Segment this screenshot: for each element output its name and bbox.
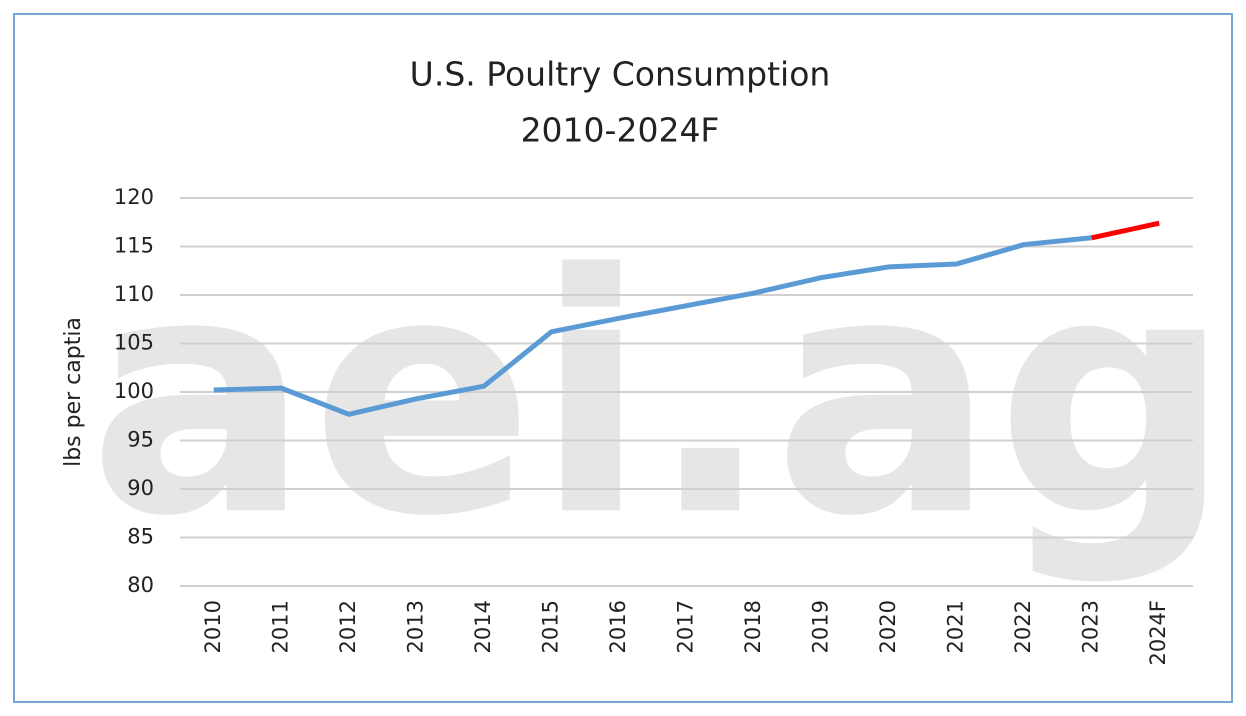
y-tick-label: 85 xyxy=(127,525,154,549)
x-tick-label: 2018 xyxy=(741,600,765,653)
y-axis-label: lbs per captia xyxy=(61,317,86,467)
y-tick-label: 90 xyxy=(127,476,154,500)
x-tick-label: 2019 xyxy=(809,600,833,653)
y-tick-label: 105 xyxy=(114,331,154,355)
x-tick-label: 2015 xyxy=(538,600,562,653)
y-tick-label: 95 xyxy=(127,428,154,452)
y-tick-label: 120 xyxy=(114,185,154,209)
series-line xyxy=(213,235,1092,417)
x-tick-label: 2024F xyxy=(1146,600,1170,666)
x-tick-label: 2020 xyxy=(876,600,900,653)
watermark: aei.ag xyxy=(88,204,1232,588)
series-line xyxy=(1091,220,1160,241)
x-tick-label: 2010 xyxy=(201,600,225,653)
x-tick-label: 2014 xyxy=(471,600,495,653)
y-tick-label: 115 xyxy=(114,234,154,258)
x-tick-label: 2012 xyxy=(336,600,360,653)
x-tick-label: 2021 xyxy=(944,600,968,653)
x-tick-label: 2017 xyxy=(674,600,698,653)
y-tick-label: 110 xyxy=(114,282,154,306)
chart-frame xyxy=(13,13,1233,703)
y-tick-label: 100 xyxy=(114,379,154,403)
x-tick-label: 2022 xyxy=(1011,600,1035,653)
y-tick-label: 80 xyxy=(127,573,154,597)
x-tick-label: 2013 xyxy=(403,600,427,653)
chart-title: U.S. Poultry Consumption xyxy=(410,55,831,94)
x-tick-label: 2016 xyxy=(606,600,630,653)
x-tick-label: 2023 xyxy=(1079,600,1103,653)
chart-subtitle: 2010-2024F xyxy=(521,111,720,150)
x-tick-label: 2011 xyxy=(268,600,292,653)
